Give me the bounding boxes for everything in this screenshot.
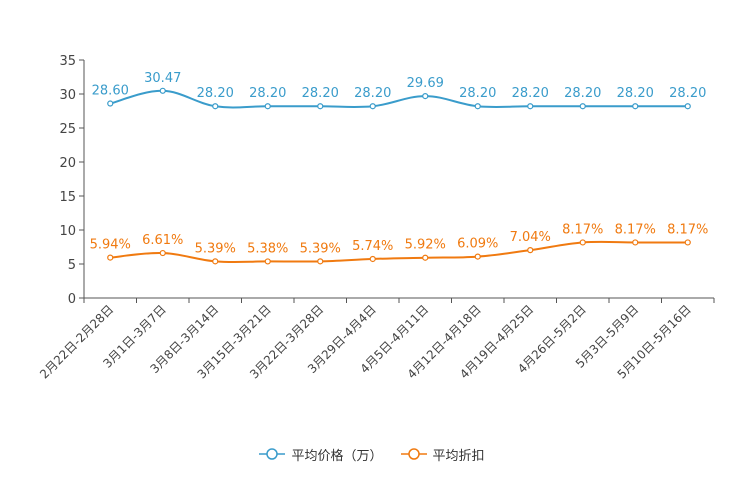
legend-item[interactable]: 平均折扣 xyxy=(400,445,485,464)
data-point xyxy=(684,239,691,246)
data-label: 5.39% xyxy=(195,241,236,256)
data-label: 28.60 xyxy=(92,84,129,99)
y-tick-label: 30 xyxy=(59,88,76,103)
y-tick-label: 25 xyxy=(59,122,76,137)
data-label: 28.20 xyxy=(564,86,601,101)
data-point xyxy=(527,103,534,110)
data-point xyxy=(632,239,639,246)
y-tick-label: 20 xyxy=(59,156,76,171)
data-point xyxy=(159,87,166,94)
data-point xyxy=(264,258,271,265)
data-point xyxy=(317,258,324,265)
legend-label: 平均价格（万） xyxy=(291,448,383,464)
data-point xyxy=(579,103,586,110)
data-point xyxy=(159,249,166,257)
legend-marker-icon xyxy=(259,448,286,460)
series-line-2 xyxy=(110,240,688,264)
data-label: 6.09% xyxy=(457,237,498,252)
data-label: 28.20 xyxy=(302,86,339,101)
y-tick-label: 15 xyxy=(59,190,76,205)
data-label: 5.92% xyxy=(405,238,446,253)
data-point xyxy=(684,103,691,110)
x-tick-label: 2月22日-2月28日 xyxy=(37,302,116,381)
data-label: 7.04% xyxy=(510,230,551,245)
data-label: 6.61% xyxy=(142,233,183,248)
data-point xyxy=(212,103,219,110)
data-point xyxy=(422,93,429,100)
data-label: 5.39% xyxy=(300,241,341,256)
legend-item[interactable]: 平均价格（万） xyxy=(259,445,383,464)
data-point xyxy=(474,103,481,110)
data-point xyxy=(212,258,219,265)
data-label: 29.69 xyxy=(407,76,444,91)
data-label: 5.74% xyxy=(352,239,393,254)
series-line-1 xyxy=(109,89,688,109)
legend-marker-icon xyxy=(400,448,427,460)
data-label: 8.17% xyxy=(562,222,603,237)
chart-legend: 平均价格（万） 平均折扣 xyxy=(0,444,744,464)
data-point xyxy=(527,247,534,254)
data-point xyxy=(632,103,639,110)
data-label: 28.20 xyxy=(669,86,706,101)
data-point xyxy=(107,100,114,107)
data-label: 8.17% xyxy=(667,222,708,237)
data-point xyxy=(579,239,586,246)
data-point xyxy=(107,254,114,261)
y-tick-label: 10 xyxy=(59,224,76,239)
data-label: 8.17% xyxy=(615,222,656,237)
data-label: 5.94% xyxy=(90,238,131,253)
data-label: 28.20 xyxy=(459,86,496,101)
legend-label: 平均折扣 xyxy=(432,448,485,464)
data-label: 28.20 xyxy=(617,86,654,101)
data-point xyxy=(474,253,481,260)
data-label: 28.20 xyxy=(512,86,549,101)
data-point xyxy=(369,103,376,110)
data-label: 30.47 xyxy=(144,71,181,86)
data-label: 5.38% xyxy=(247,241,288,256)
data-point xyxy=(422,254,429,261)
y-tick-label: 5 xyxy=(68,258,76,273)
y-tick-label: 35 xyxy=(59,54,76,69)
data-label: 28.20 xyxy=(249,86,286,101)
data-label: 28.20 xyxy=(197,86,234,101)
data-point xyxy=(317,103,324,110)
data-point xyxy=(369,255,376,263)
data-label: 28.20 xyxy=(354,86,391,101)
data-point xyxy=(264,103,271,110)
y-tick-label: 0 xyxy=(68,292,76,307)
